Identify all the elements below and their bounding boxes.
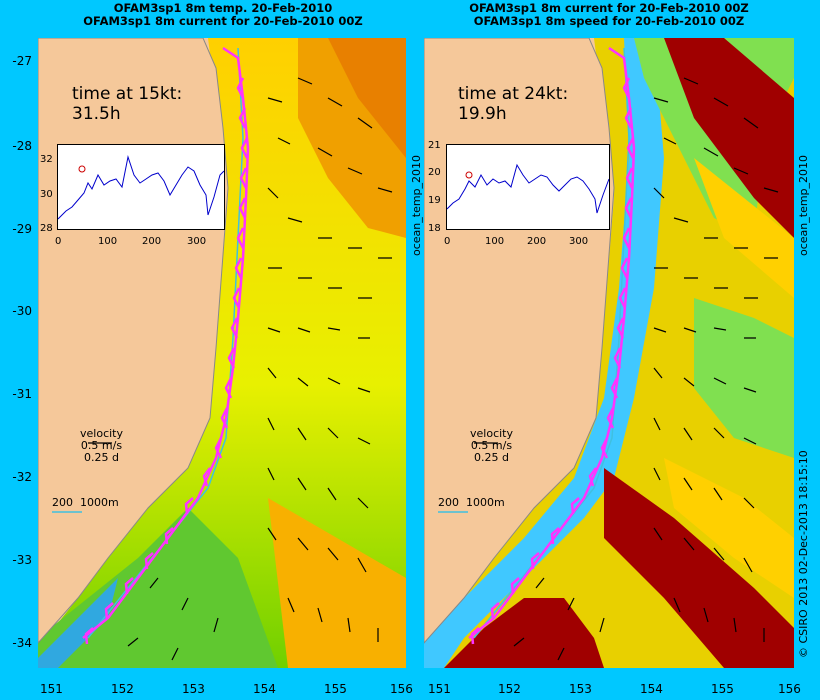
current-time-marker — [465, 171, 473, 179]
speed-band — [664, 458, 794, 598]
lon-tick-label: 153 — [182, 682, 205, 696]
ocean-area — [38, 38, 406, 668]
speed-map — [424, 38, 794, 668]
lon-tick-label: 152 — [498, 682, 521, 696]
lon-tick-label: 155 — [711, 682, 734, 696]
current-arrows — [513, 77, 779, 661]
lat-tick-label: -29 — [12, 222, 32, 236]
right-title-line2: OFAM3sp1 8m speed for 20-Feb-2010 00Z — [473, 14, 745, 28]
left-time-series-inset — [57, 144, 225, 230]
left-inset-x-tick: 200 — [142, 236, 162, 247]
lon-tick-label: 156 — [390, 682, 413, 696]
legend-title: velocity — [80, 427, 123, 440]
right-inset-y-tick: 20 — [428, 167, 441, 178]
legend-duration: 0.25 d — [84, 451, 119, 464]
lon-tick-label: 156 — [778, 682, 801, 696]
right-inset-y-tick: 18 — [428, 223, 441, 234]
right-inset-y-tick: 19 — [428, 195, 441, 206]
shelf-water-region — [38, 578, 118, 668]
right-velocity-legend: velocity 0.5 m/s 0.25 d — [470, 428, 513, 464]
speed-map-panel[interactable] — [424, 38, 794, 668]
right-time-series-inset — [446, 144, 610, 230]
left-depth-legend: 200 1000m — [52, 496, 119, 509]
speed-band — [694, 158, 794, 298]
depth-shallow: 200 — [52, 496, 73, 509]
right-inset-x-tick: 300 — [569, 236, 589, 247]
lat-tick-label: -27 — [12, 54, 32, 68]
left-time-label: time at 15kt: — [72, 84, 183, 104]
warm-eddy-region — [268, 498, 406, 668]
temperature-map — [38, 38, 406, 668]
lon-tick-label: 151 — [428, 682, 451, 696]
left-inset-y-tick: 32 — [40, 154, 53, 165]
lat-tick-label: -28 — [12, 139, 32, 153]
right-panel-title: OFAM3sp1 8m current for 20-Feb-2010 00Z … — [425, 2, 793, 28]
legend-title: velocity — [470, 427, 513, 440]
lon-tick-label: 151 — [40, 682, 63, 696]
right-time-label-block: time at 24kt: 19.9h — [458, 84, 568, 124]
route-line — [468, 46, 636, 645]
high-speed-eddy — [664, 38, 794, 238]
left-inset-x-tick: 300 — [187, 236, 207, 247]
left-time-label-block: time at 15kt: 31.5h — [72, 84, 182, 124]
right-inset-x-tick: 200 — [527, 236, 547, 247]
lat-tick-label: -33 — [12, 553, 32, 567]
legend-speed: 0.5 m/s — [80, 439, 123, 452]
route-line — [82, 46, 250, 645]
temperature-map-panel[interactable] — [38, 38, 406, 668]
right-depth-legend: 200 1000m — [438, 496, 505, 509]
left-side-label: ocean_temp_2010 — [410, 154, 423, 256]
green-water-region — [694, 298, 794, 458]
lat-tick-label: -31 — [12, 387, 32, 401]
current-arrows — [127, 77, 393, 661]
left-inset-x-tick: 0 — [55, 236, 62, 247]
left-panel-title: OFAM3sp1 8m temp. 20-Feb-2010 OFAM3sp1 8… — [40, 2, 406, 28]
lon-tick-label: 154 — [640, 682, 663, 696]
right-inset-x-tick: 100 — [485, 236, 505, 247]
left-time-value: 31.5h — [72, 104, 121, 124]
lon-tick-label: 152 — [111, 682, 134, 696]
high-speed-band — [444, 598, 604, 668]
lat-tick-label: -30 — [12, 304, 32, 318]
lon-tick-label: 153 — [569, 682, 592, 696]
fast-current-core — [424, 38, 664, 668]
left-title-line2: OFAM3sp1 8m current for 20-Feb-2010 00Z — [83, 14, 363, 28]
lat-tick-label: -34 — [12, 636, 32, 650]
current-time-marker — [78, 165, 86, 173]
left-inset-y-tick: 30 — [40, 189, 53, 200]
right-inset-x-tick: 0 — [444, 236, 451, 247]
lon-tick-label: 154 — [253, 682, 276, 696]
left-title-line1: OFAM3sp1 8m temp. 20-Feb-2010 — [113, 1, 333, 15]
high-speed-band — [604, 468, 794, 668]
right-time-series-plot — [446, 163, 610, 214]
left-time-series-plot — [57, 155, 225, 220]
left-inset-y-tick: 28 — [40, 223, 53, 234]
depth-deep: 1000m — [80, 496, 119, 509]
left-inset-x-tick: 100 — [98, 236, 118, 247]
hot-water-region — [328, 38, 406, 158]
isobath-line — [473, 47, 630, 639]
right-time-label: time at 24kt: — [458, 84, 569, 104]
lon-tick-label: 155 — [324, 682, 347, 696]
isobath-line — [87, 47, 244, 639]
legend-duration: 0.25 d — [474, 451, 509, 464]
depth-deep: 1000m — [466, 496, 505, 509]
left-velocity-legend: velocity 0.5 m/s 0.25 d — [80, 428, 123, 464]
right-inset-y-tick: 21 — [428, 140, 441, 151]
right-title-line1: OFAM3sp1 8m current for 20-Feb-2010 00Z — [469, 1, 749, 15]
legend-speed: 0.5 m/s — [470, 439, 513, 452]
credit-label: © CSIRO 2013 02-Dec-2013 18:15:10 — [797, 450, 810, 658]
lat-tick-label: -32 — [12, 470, 32, 484]
right-time-value: 19.9h — [458, 104, 507, 124]
right-side-label: ocean_temp_2010 — [797, 154, 810, 256]
depth-shallow: 200 — [438, 496, 459, 509]
